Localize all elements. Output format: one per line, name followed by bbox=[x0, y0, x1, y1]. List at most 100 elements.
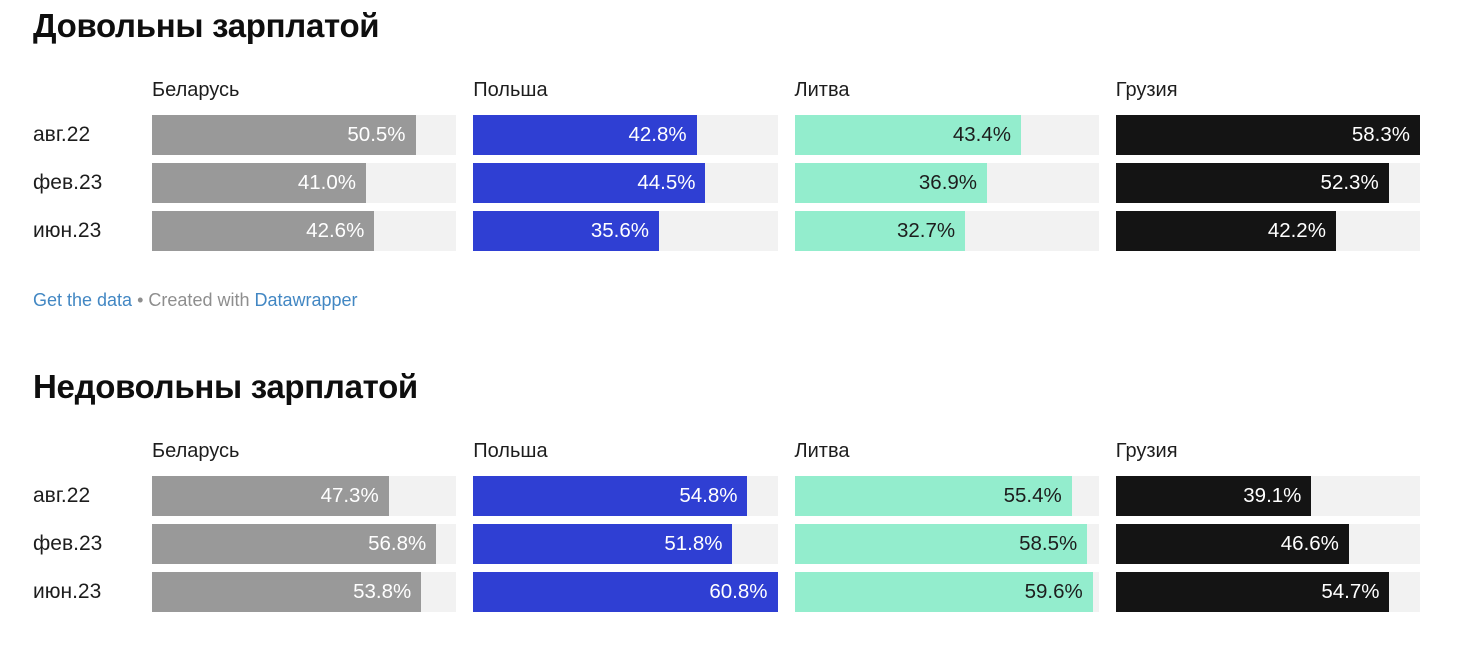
column-header: Грузия bbox=[1115, 440, 1178, 462]
bar-track: 54.7% bbox=[1115, 572, 1420, 612]
bar-value-label: 59.6% bbox=[1024, 580, 1083, 603]
chart-title: Довольны зарплатой bbox=[33, 7, 380, 44]
table-row: авг.22 47.3% 54.8% 55.4% 39.1% bbox=[33, 476, 1420, 516]
bar-value-label: 60.8% bbox=[709, 580, 768, 603]
bar: 42.2% bbox=[1115, 211, 1336, 251]
bar-value-label: 42.6% bbox=[306, 219, 365, 242]
bar: 35.6% bbox=[473, 211, 660, 251]
bar: 56.8% bbox=[152, 524, 437, 564]
column-header: Беларусь bbox=[152, 440, 240, 462]
bar-track: 58.3% bbox=[1115, 115, 1420, 155]
bar: 53.8% bbox=[152, 572, 422, 612]
bar-track: 41.0% bbox=[152, 163, 457, 203]
column-header: Польша bbox=[473, 79, 548, 101]
bar-value-label: 35.6% bbox=[590, 219, 650, 242]
bar: 60.8% bbox=[473, 572, 778, 612]
column-header: Польша bbox=[473, 440, 548, 462]
bar-value-label: 51.8% bbox=[664, 532, 723, 555]
datawrapper-link[interactable]: Datawrapper bbox=[254, 290, 358, 310]
bar: 44.5% bbox=[473, 163, 706, 203]
bar: 54.8% bbox=[473, 476, 748, 516]
column-header: Литва bbox=[794, 440, 850, 462]
bar-track: 47.3% bbox=[152, 476, 457, 516]
bar-value-label: 52.3% bbox=[1320, 171, 1379, 194]
table-row: июн.23 53.8% 60.8% 59.6% 54.7% bbox=[33, 572, 1420, 612]
row-label: авг.22 bbox=[33, 123, 91, 146]
bar-track: 32.7% bbox=[794, 211, 1099, 251]
row-label: июн.23 bbox=[33, 580, 102, 603]
table-row: июн.23 42.6% 35.6% 32.7% 42.2% bbox=[33, 211, 1420, 251]
table-row: фев.23 56.8% 51.8% 58.5% 46.6% bbox=[33, 524, 1420, 564]
bar-value-label: 46.6% bbox=[1280, 532, 1339, 555]
bar: 59.6% bbox=[794, 572, 1093, 612]
column-header-row: Беларусь Польша Литва Грузия bbox=[33, 78, 1420, 102]
bar-value-label: 54.7% bbox=[1321, 580, 1380, 603]
bar-value-label: 53.8% bbox=[353, 580, 412, 603]
row-label: июн.23 bbox=[33, 219, 102, 242]
bar-track: 55.4% bbox=[794, 476, 1099, 516]
bar: 46.6% bbox=[1115, 524, 1349, 564]
bar-track: 52.3% bbox=[1115, 163, 1420, 203]
bar-track: 44.5% bbox=[473, 163, 778, 203]
bar: 51.8% bbox=[473, 524, 733, 564]
bar-value-label: 32.7% bbox=[897, 219, 956, 242]
bar-value-label: 43.4% bbox=[952, 123, 1011, 146]
bar: 42.6% bbox=[152, 211, 375, 251]
bar: 36.9% bbox=[794, 163, 988, 203]
column-header: Грузия bbox=[1115, 79, 1178, 101]
bar-track: 35.6% bbox=[473, 211, 778, 251]
bar-track: 54.8% bbox=[473, 476, 778, 516]
table-row: авг.22 50.5% 42.8% 43.4% 58.3% bbox=[33, 115, 1420, 155]
bar-track: 39.1% bbox=[1115, 476, 1420, 516]
column-header: Литва bbox=[794, 79, 850, 101]
bar: 50.5% bbox=[152, 115, 416, 155]
chart-title: Недовольны зарплатой bbox=[33, 368, 418, 405]
bar-value-label: 47.3% bbox=[320, 484, 379, 507]
bar: 41.0% bbox=[152, 163, 366, 203]
row-label: авг.22 bbox=[33, 484, 91, 507]
chart-dissatisfied-with-salary: Недовольны зарплатой Беларусь Польша Литва Г… bbox=[33, 367, 1420, 612]
bar-track: 42.8% bbox=[473, 115, 778, 155]
bar-track: 50.5% bbox=[152, 115, 457, 155]
bar-value-label: 55.4% bbox=[1003, 484, 1062, 507]
bar-value-label: 39.1% bbox=[1243, 484, 1302, 507]
chart-satisfied-with-salary: Довольны зарплатой Беларусь Польша Литва Гру… bbox=[33, 6, 1420, 251]
get-the-data-link[interactable]: Get the data bbox=[33, 290, 133, 310]
bar-track: 46.6% bbox=[1115, 524, 1420, 564]
bar-value-label: 42.2% bbox=[1267, 219, 1326, 242]
row-label: фев.23 bbox=[33, 171, 103, 194]
bar-value-label: 41.0% bbox=[297, 171, 356, 194]
bar-track: 51.8% bbox=[473, 524, 778, 564]
bar-track: 36.9% bbox=[794, 163, 1099, 203]
bar-value-label: 44.5% bbox=[637, 171, 696, 194]
bar-track: 60.8% bbox=[473, 572, 778, 612]
bar-track: 56.8% bbox=[152, 524, 457, 564]
bar: 52.3% bbox=[1115, 163, 1389, 203]
column-header: Беларусь bbox=[152, 79, 240, 101]
table-row: фев.23 41.0% 44.5% 36.9% 52.3% bbox=[33, 163, 1420, 203]
bar-track: 58.5% bbox=[794, 524, 1099, 564]
footer-separator: • bbox=[137, 290, 144, 310]
bar-track: 53.8% bbox=[152, 572, 457, 612]
bar-track: 43.4% bbox=[794, 115, 1099, 155]
bar: 43.4% bbox=[794, 115, 1021, 155]
bar-value-label: 42.8% bbox=[628, 123, 687, 146]
bar: 54.7% bbox=[1115, 572, 1390, 612]
bar: 58.3% bbox=[1115, 115, 1420, 155]
chart-footer: Get the data • Created with Datawrapper bbox=[33, 289, 1420, 311]
bar-value-label: 50.5% bbox=[347, 123, 406, 146]
bar-track: 42.2% bbox=[1115, 211, 1420, 251]
bar-track: 59.6% bbox=[794, 572, 1099, 612]
bar: 55.4% bbox=[794, 476, 1072, 516]
bar-value-label: 58.5% bbox=[1019, 532, 1078, 555]
bar-track: 42.6% bbox=[152, 211, 457, 251]
footer-created-with-label: Created with bbox=[148, 290, 250, 310]
bar: 58.5% bbox=[794, 524, 1088, 564]
bar-value-label: 54.8% bbox=[679, 484, 738, 507]
row-label: фев.23 bbox=[33, 532, 103, 555]
bar: 39.1% bbox=[1115, 476, 1312, 516]
bar-value-label: 56.8% bbox=[368, 532, 427, 555]
bar-value-label: 58.3% bbox=[1351, 123, 1410, 146]
column-header-row: Беларусь Польша Литва Грузия bbox=[33, 439, 1420, 463]
